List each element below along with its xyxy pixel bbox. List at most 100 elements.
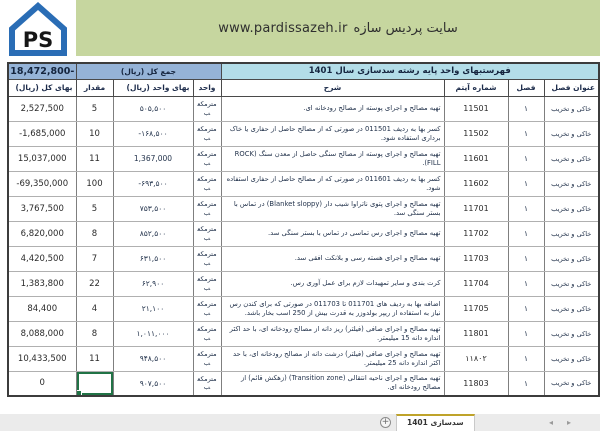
description-cell[interactable]: کسر بها به ردیف 011601 در صورتی که از مص… <box>220 170 445 197</box>
total-price-cell[interactable]: 8,088,000 <box>7 320 77 347</box>
sheet-title-cell[interactable]: فهرستبهای واحد پایه رشته سدسازی سال 1401 <box>220 62 600 80</box>
unit-cell[interactable]: مترمکعب <box>192 370 222 397</box>
unit-price-cell[interactable]: -۶۹۳,۵۰۰ <box>112 170 194 197</box>
item-number-cell[interactable]: 11701 <box>443 195 509 222</box>
total-price-cell[interactable]: 3,767,500 <box>7 195 77 222</box>
quantity-cell[interactable]: 11 <box>75 345 114 372</box>
chapter-cell[interactable]: ۱ <box>507 245 545 272</box>
chapter-cell[interactable]: ۱ <box>507 345 545 372</box>
chapter-title-cell[interactable]: خاکی و تخریب <box>543 345 600 372</box>
unit-price-cell[interactable]: ۱,۰۱۱,۰۰۰ <box>112 320 194 347</box>
unit-price-cell[interactable]: ۹۴۸,۵۰۰ <box>112 345 194 372</box>
quantity-cell[interactable] <box>75 370 114 397</box>
description-cell[interactable]: کرت بندی و سایر تمهیدات لازم برای عمل آو… <box>220 270 445 297</box>
unit-price-cell[interactable]: -۱۶۸,۵۰۰ <box>112 120 194 147</box>
tab-scroll-right-icon[interactable]: ▸ <box>567 418 572 427</box>
total-price-cell[interactable]: 4,420,500 <box>7 245 77 272</box>
item-number-cell[interactable]: 11803 <box>443 370 509 397</box>
header-unit-price[interactable]: بهای واحد (ریال) <box>112 78 194 97</box>
quantity-cell[interactable]: 5 <box>75 195 114 222</box>
unit-price-cell[interactable]: ۶۳۱,۵۰۰ <box>112 245 194 272</box>
unit-price-cell[interactable]: ۲۱,۱۰۰ <box>112 295 194 322</box>
quantity-cell[interactable]: 5 <box>75 95 114 122</box>
add-sheet-button[interactable]: + <box>380 417 391 428</box>
quantity-cell[interactable]: 100 <box>75 170 114 197</box>
unit-cell[interactable]: مترمکعب <box>192 95 222 122</box>
tab-scroll-left-icon[interactable]: ◂ <box>549 418 554 427</box>
unit-cell[interactable]: مترمکعب <box>192 120 222 147</box>
chapter-cell[interactable]: ۱ <box>507 270 545 297</box>
quantity-cell[interactable]: 7 <box>75 245 114 272</box>
unit-price-cell[interactable]: 1,367,000 <box>112 145 194 172</box>
header-unit[interactable]: واحد <box>192 78 222 97</box>
chapter-title-cell[interactable]: خاکی و تخریب <box>543 270 600 297</box>
chapter-title-cell[interactable]: خاکی و تخریب <box>543 245 600 272</box>
description-cell[interactable]: اضافه بها به ردیف های 011701 تا 011703 د… <box>220 295 445 322</box>
chapter-cell[interactable]: ۱ <box>507 195 545 222</box>
unit-price-cell[interactable]: ۹۰۷,۵۰۰ <box>112 370 194 397</box>
quantity-cell[interactable]: 4 <box>75 295 114 322</box>
chapter-title-cell[interactable]: خاکی و تخریب <box>543 195 600 222</box>
header-item-number[interactable]: شماره آیتم <box>443 78 509 97</box>
quantity-cell[interactable]: 10 <box>75 120 114 147</box>
chapter-cell[interactable]: ۱ <box>507 220 545 247</box>
item-number-cell[interactable]: 11704 <box>443 270 509 297</box>
chapter-cell[interactable]: ۱ <box>507 170 545 197</box>
chapter-title-cell[interactable]: خاکی و تخریب <box>543 145 600 172</box>
total-price-cell[interactable]: 10,433,500 <box>7 345 77 372</box>
unit-price-cell[interactable]: ۷۵۳,۵۰۰ <box>112 195 194 222</box>
chapter-title-cell[interactable]: خاکی و تخریب <box>543 220 600 247</box>
unit-cell[interactable]: مترمکعب <box>192 145 222 172</box>
quantity-cell[interactable]: 8 <box>75 320 114 347</box>
chapter-cell[interactable]: ۱ <box>507 95 545 122</box>
header-total-price[interactable]: بهای کل (ریال) <box>7 78 77 97</box>
description-cell[interactable]: تهیه مصالح و اجرای ناحیه انتقالی (Transi… <box>220 370 445 397</box>
description-cell[interactable]: تهیه مصالح و اجرای رس تماسی در تماس با ب… <box>220 220 445 247</box>
description-cell[interactable]: کسر بها به ردیف 011501 در صورتی که از مص… <box>220 120 445 147</box>
chapter-cell[interactable]: ۱ <box>507 145 545 172</box>
description-cell[interactable]: تهیه مصالح و اجرای پوسته از مصالح رودخان… <box>220 95 445 122</box>
header-chapter[interactable]: فصل <box>507 78 545 97</box>
grand-total-label-cell[interactable]: جمع کل (ریال) <box>75 62 222 80</box>
unit-cell[interactable]: مترمکعب <box>192 170 222 197</box>
grand-total-value-cell[interactable]: 18,472,800- <box>7 62 77 80</box>
description-cell[interactable]: تهیه مصالح و اجرای پتوی ناتراوا شیب دار … <box>220 195 445 222</box>
chapter-title-cell[interactable]: خاکی و تخریب <box>543 295 600 322</box>
total-price-cell[interactable]: 1,383,800 <box>7 270 77 297</box>
chapter-title-cell[interactable]: خاکی و تخریب <box>543 320 600 347</box>
description-cell[interactable]: تهیه مصالح و اجرای پوسته از مصالح سنگی ح… <box>220 145 445 172</box>
chapter-title-cell[interactable]: خاکی و تخریب <box>543 370 600 397</box>
unit-cell[interactable]: مترمکعب <box>192 270 222 297</box>
unit-price-cell[interactable]: ۸۵۲,۵۰۰ <box>112 220 194 247</box>
unit-price-cell[interactable]: ۶۲,۹۰۰ <box>112 270 194 297</box>
item-number-cell[interactable]: 11703 <box>443 245 509 272</box>
quantity-cell[interactable]: 11 <box>75 145 114 172</box>
sheet-tab-sadsazi-1401[interactable]: سدسازی 1401 <box>396 414 475 431</box>
chapter-title-cell[interactable]: خاکی و تخریب <box>543 170 600 197</box>
quantity-cell[interactable]: 22 <box>75 270 114 297</box>
chapter-cell[interactable]: ۱ <box>507 320 545 347</box>
header-chapter-title[interactable]: عنوان فصل <box>543 78 600 97</box>
item-number-cell[interactable]: 11502 <box>443 120 509 147</box>
chapter-title-cell[interactable]: خاکی و تخریب <box>543 95 600 122</box>
unit-cell[interactable]: مترمکعب <box>192 345 222 372</box>
chapter-cell[interactable]: ۱ <box>507 370 545 397</box>
total-price-cell[interactable]: 15,037,000 <box>7 145 77 172</box>
unit-cell[interactable]: مترمکعب <box>192 245 222 272</box>
description-cell[interactable]: تهیه مصالح و اجرای صافی (فیلتر) درشت دان… <box>220 345 445 372</box>
item-number-cell[interactable]: 11601 <box>443 145 509 172</box>
total-price-cell[interactable]: 6,820,000 <box>7 220 77 247</box>
item-number-cell[interactable]: ۱۱۸۰۲ <box>443 345 509 372</box>
unit-cell[interactable]: مترمکعب <box>192 295 222 322</box>
header-quantity[interactable]: مقدار <box>75 78 114 97</box>
unit-cell[interactable]: مترمکعب <box>192 220 222 247</box>
item-number-cell[interactable]: 11702 <box>443 220 509 247</box>
item-number-cell[interactable]: 11705 <box>443 295 509 322</box>
total-price-cell[interactable]: 0 <box>7 370 77 397</box>
chapter-title-cell[interactable]: خاکی و تخریب <box>543 120 600 147</box>
chapter-cell[interactable]: ۱ <box>507 295 545 322</box>
total-price-cell[interactable]: -69,350,000 <box>7 170 77 197</box>
description-cell[interactable]: تهیه مصالح و اجرای صافی (فیلتر) ریز دانه… <box>220 320 445 347</box>
description-cell[interactable]: تهیه مصالح و اجرای هسته رسی و بلانکت افق… <box>220 245 445 272</box>
item-number-cell[interactable]: 11801 <box>443 320 509 347</box>
